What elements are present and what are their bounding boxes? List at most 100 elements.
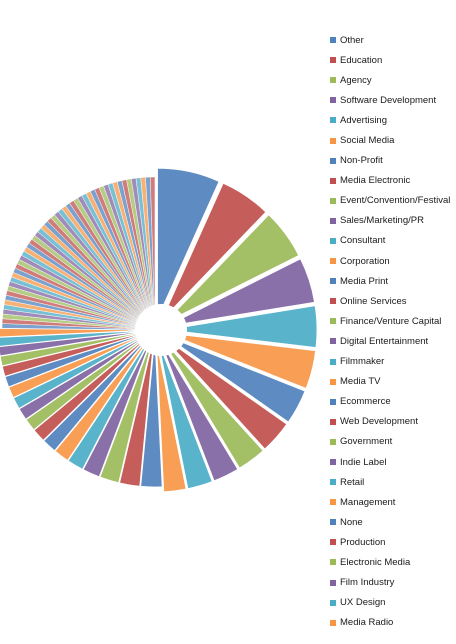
- legend-item: Other: [330, 30, 456, 50]
- legend-label: Production: [340, 536, 386, 548]
- legend-item: Government: [330, 432, 456, 452]
- legend-swatch: [330, 539, 336, 546]
- pie-slice: [166, 258, 315, 327]
- legend-item: Media Print: [330, 271, 456, 291]
- legend-label: Retail: [340, 476, 365, 488]
- pie-slice: [12, 332, 150, 409]
- legend-item: Digital Entertainment: [330, 331, 456, 351]
- legend-label: Education: [340, 54, 383, 66]
- pie-chart: [0, 167, 318, 493]
- legend-swatch: [330, 438, 336, 445]
- legend-item: Management: [330, 492, 456, 512]
- legend-item: Finance/Venture Capital: [330, 311, 456, 331]
- pie-slice: [140, 336, 163, 488]
- legend-label: Filmmaker: [340, 356, 385, 368]
- legend-label: Software Development: [340, 94, 437, 106]
- legend-item: Sales/Marketing/PR: [330, 211, 456, 231]
- legend-swatch: [330, 338, 336, 345]
- pie-center: [135, 304, 187, 356]
- legend-label: Other: [340, 34, 364, 46]
- pie-slice: [18, 333, 150, 420]
- legend-swatch: [330, 237, 336, 244]
- pie-slice: [157, 341, 213, 490]
- pie-slice: [161, 182, 267, 321]
- pie-slice: [119, 336, 155, 487]
- legend-item: Retail: [330, 472, 456, 492]
- legend-swatch: [330, 77, 336, 84]
- legend-swatch: [330, 197, 336, 204]
- legend-item: Corporation: [330, 251, 456, 271]
- legend-item: Film Industry: [330, 573, 456, 593]
- legend-swatch: [330, 599, 336, 606]
- pie-slice: [164, 214, 300, 324]
- legend-label: Corporation: [340, 255, 390, 267]
- legend-label: Online Services: [340, 295, 407, 307]
- pie-slice: [156, 341, 187, 493]
- legend-item: Non-Profit: [330, 151, 456, 171]
- legend-item: Media Electronic: [330, 171, 456, 191]
- legend-swatch: [330, 57, 336, 64]
- legend-label: Film Industry: [340, 577, 395, 589]
- legend-item: Media Radio: [330, 613, 456, 633]
- legend-item: Consultant: [330, 231, 456, 251]
- legend-label: Management: [340, 496, 396, 508]
- legend-item: Production: [330, 532, 456, 552]
- legend-label: Event/Convention/Festival: [340, 195, 451, 207]
- pie-slice: [0, 330, 149, 347]
- pie-slice: [25, 333, 150, 431]
- legend-swatch: [330, 258, 336, 265]
- legend-label: Non-Profit: [340, 155, 383, 167]
- legend-label: Web Development: [340, 416, 418, 428]
- pie-slice: [43, 334, 151, 452]
- legend-swatch: [330, 137, 336, 144]
- legend-label: Social Media: [340, 135, 395, 147]
- legend-swatch: [330, 157, 336, 164]
- legend-label: Media Electronic: [340, 175, 411, 187]
- pie-slice: [67, 335, 152, 470]
- legend-label: Finance/Venture Capital: [340, 315, 442, 327]
- legend-label: Ecommerce: [340, 396, 391, 408]
- pie-slice: [161, 339, 264, 469]
- legend-item: Electronic Media: [330, 552, 456, 572]
- legend: Other Education Agency Software Development…: [330, 30, 456, 633]
- legend-item: Social Media: [330, 130, 456, 150]
- legend-swatch: [330, 97, 336, 104]
- pie-slice: [8, 332, 149, 399]
- legend-label: Media TV: [340, 376, 381, 388]
- legend-label: Indie Label: [340, 456, 387, 468]
- legend-item: Indie Label: [330, 452, 456, 472]
- legend-item: Online Services: [330, 291, 456, 311]
- legend-label: Consultant: [340, 235, 386, 247]
- legend-swatch: [330, 117, 336, 124]
- legend-swatch: [330, 358, 336, 365]
- legend-label: Media Radio: [340, 617, 394, 629]
- legend-swatch: [330, 318, 336, 325]
- pie-slice: [165, 335, 306, 423]
- legend-label: Electronic Media: [340, 556, 411, 568]
- pie-slice: [54, 335, 152, 461]
- pie-slice: [159, 340, 239, 482]
- legend-swatch: [330, 378, 336, 385]
- pie-slice: [166, 305, 318, 348]
- legend-item: Event/Convention/Festival: [330, 191, 456, 211]
- legend-item: Web Development: [330, 412, 456, 432]
- pie-slice: [0, 330, 149, 367]
- pie-slice: [82, 336, 153, 478]
- legend-swatch: [330, 579, 336, 586]
- pie-slice: [0, 328, 149, 338]
- legend-swatch: [330, 418, 336, 425]
- legend-swatch: [330, 398, 336, 405]
- legend-swatch: [330, 519, 336, 526]
- legend-label: UX Design: [340, 597, 386, 609]
- legend-item: Ecommerce: [330, 392, 456, 412]
- legend-item: Filmmaker: [330, 352, 456, 372]
- legend-item: None: [330, 512, 456, 532]
- legend-label: Government: [340, 436, 393, 448]
- legend-swatch: [330, 459, 336, 466]
- legend-item: Advertising: [330, 110, 456, 130]
- pie-slice: [99, 336, 154, 484]
- legend-item: UX Design: [330, 593, 456, 613]
- legend-label: Sales/Marketing/PR: [340, 215, 424, 227]
- legend-item: Education: [330, 50, 456, 70]
- pie-slice: [150, 176, 156, 328]
